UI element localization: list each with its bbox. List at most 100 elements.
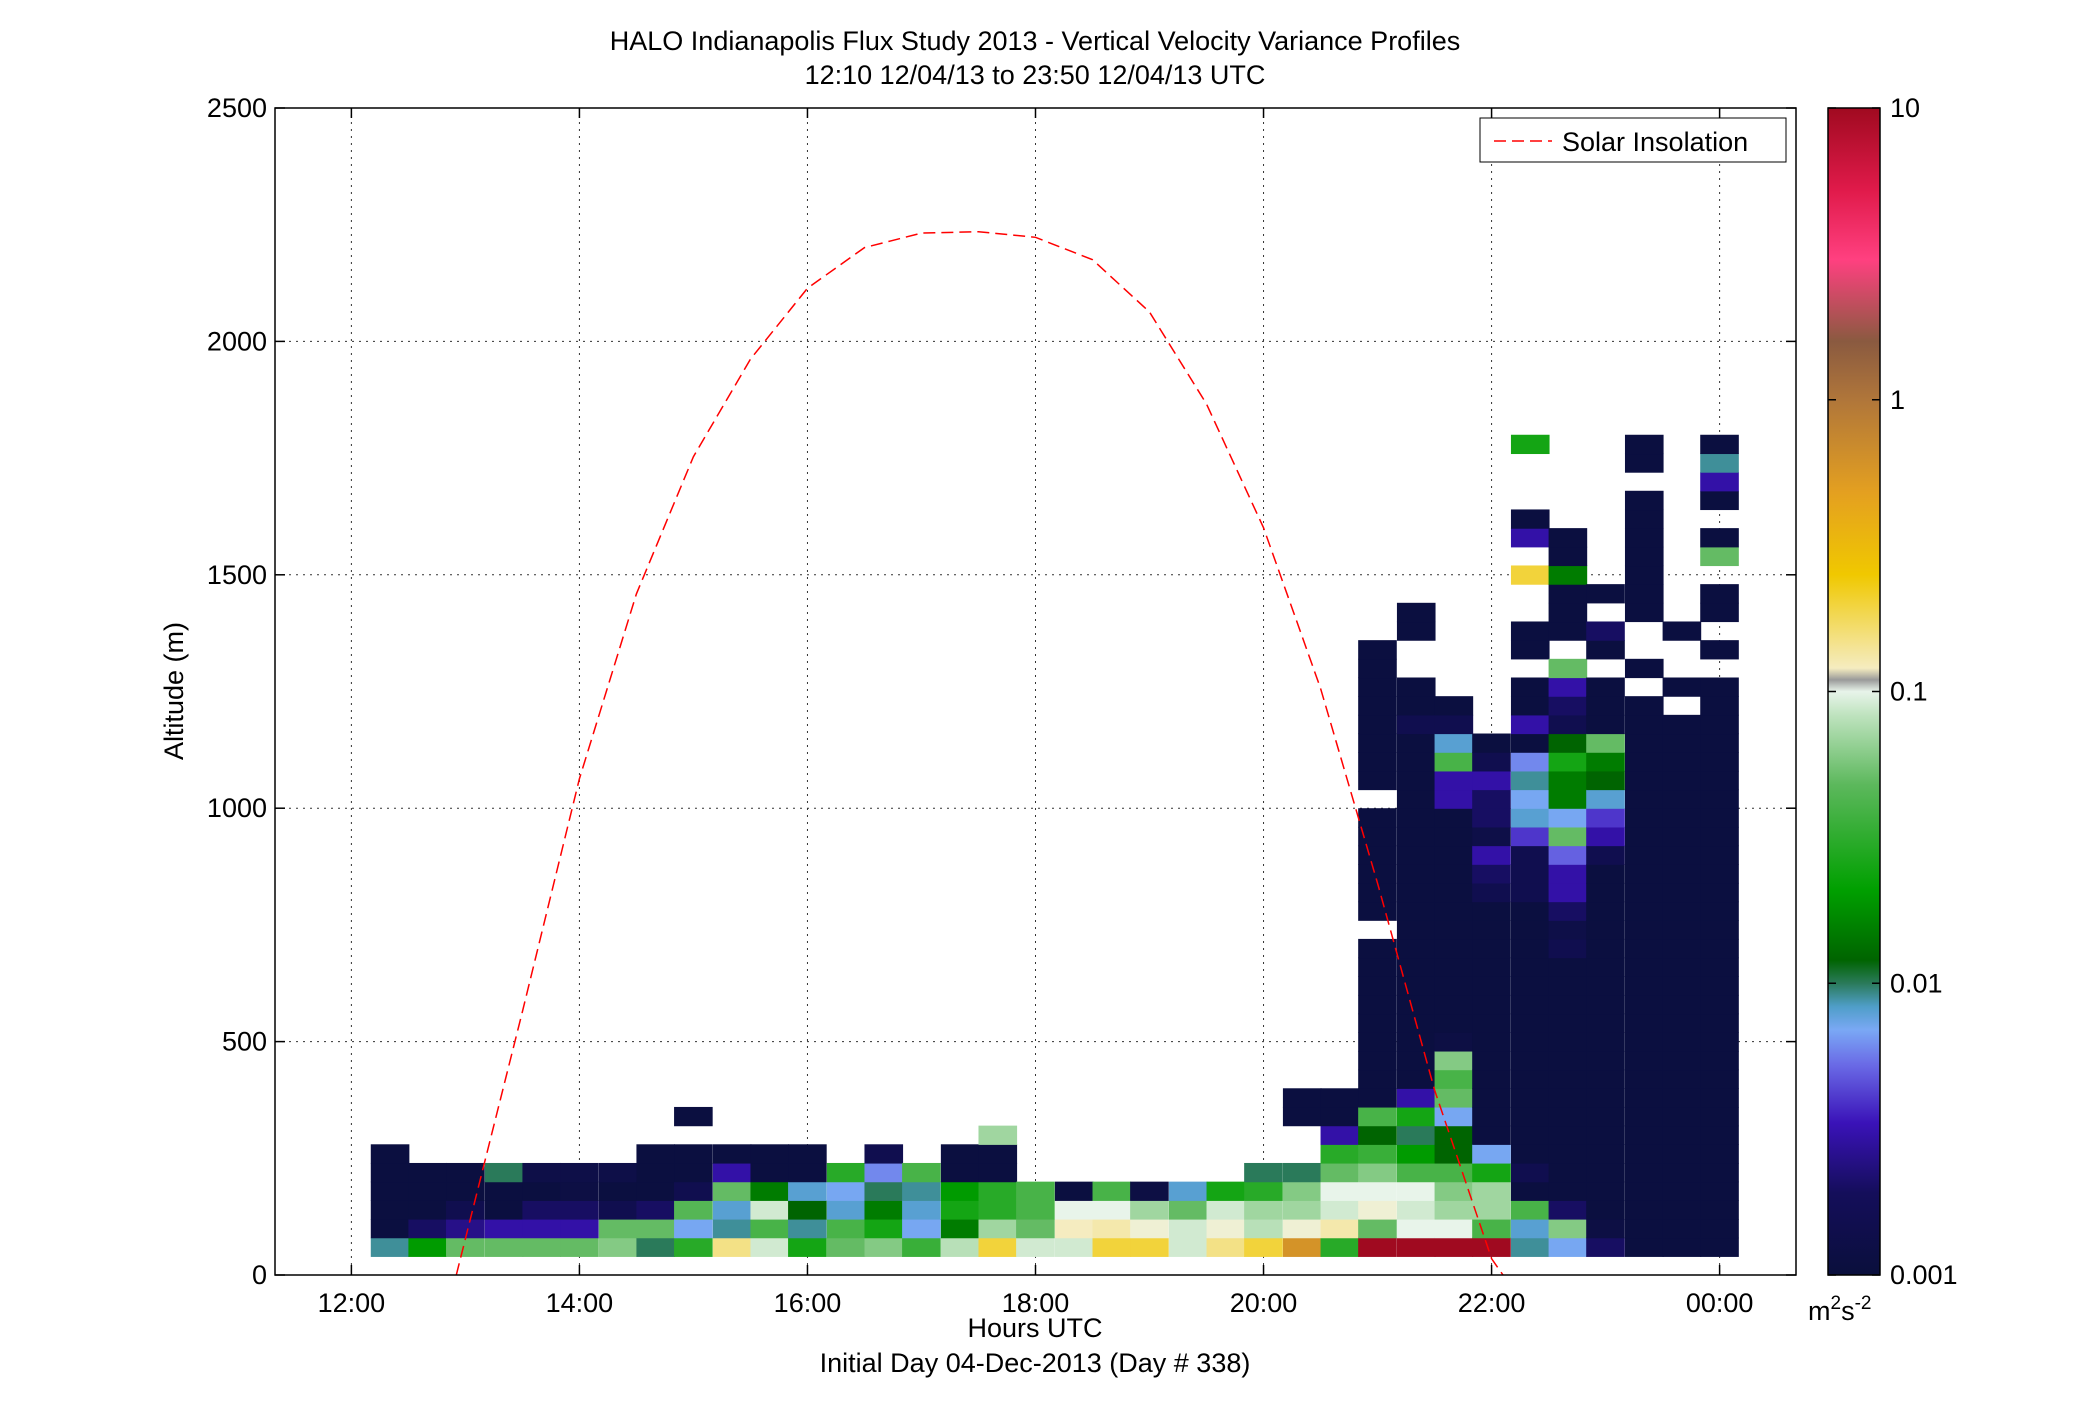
heatmap-cell [1662, 920, 1702, 940]
heatmap-cell [1624, 770, 1664, 791]
heatmap-cell [1624, 938, 1664, 959]
heatmap-cell [1548, 845, 1588, 865]
heatmap-cell [598, 1237, 638, 1257]
heatmap-cell [1168, 1237, 1208, 1257]
heatmap-cell [1662, 770, 1702, 791]
heatmap-cell [1472, 957, 1511, 977]
heatmap-cell [1396, 882, 1436, 903]
heatmap-cell [1092, 1181, 1132, 1201]
heatmap-cell [1472, 1013, 1511, 1033]
heatmap-cell [1586, 1162, 1625, 1183]
heatmap-cell [1624, 1162, 1664, 1183]
colorbar-unit: m2s-2 [1808, 1293, 1871, 1326]
heatmap-cell [1624, 434, 1664, 455]
heatmap-cell [1168, 1181, 1208, 1201]
heatmap-cell [1586, 938, 1625, 959]
heatmap-cell [1358, 658, 1397, 679]
heatmap-cell [1510, 1106, 1550, 1127]
heatmap-cell [1662, 1200, 1702, 1220]
heatmap-cell [1358, 640, 1397, 660]
heatmap-cell [1434, 1181, 1474, 1201]
heatmap-cell [484, 1181, 524, 1201]
heatmap-cell [1586, 1237, 1625, 1257]
heatmap-cell [1510, 864, 1550, 884]
heatmap-cell [1282, 1200, 1322, 1220]
heatmap-cell [1700, 602, 1739, 623]
heatmap-cell [1320, 1144, 1360, 1164]
heatmap-cell [940, 1144, 980, 1164]
heatmap-cell [598, 1162, 638, 1183]
heatmap-cell [1358, 1032, 1397, 1052]
heatmap-cell [750, 1162, 790, 1183]
heatmap-cell [1662, 901, 1702, 921]
colorbar-unit-exp2: -2 [1855, 1293, 1872, 1314]
heatmap-cell [1700, 808, 1739, 828]
heatmap-cell [1586, 920, 1625, 940]
heatmap-cell [1548, 920, 1588, 940]
heatmap-cell [1396, 1125, 1436, 1145]
heatmap-cell [1054, 1218, 1094, 1239]
heatmap-cell [1662, 1032, 1702, 1052]
heatmap-cell [1358, 733, 1397, 753]
heatmap-cell [522, 1218, 562, 1239]
heatmap-cell [1510, 565, 1550, 585]
heatmap-cell [674, 1218, 713, 1239]
heatmap-cell [940, 1181, 980, 1201]
heatmap-cell [1700, 1125, 1739, 1145]
heatmap-cell [1244, 1181, 1283, 1201]
heatmap-cell [1472, 1144, 1511, 1164]
heatmap-cell [1700, 1162, 1739, 1183]
heatmap-cell [1510, 770, 1550, 791]
chart-title: HALO Indianapolis Flux Study 2013 - Vert… [610, 26, 1460, 56]
heatmap-cell [1662, 808, 1702, 828]
heatmap-cell [560, 1218, 599, 1239]
heatmap-cell [1548, 1069, 1588, 1089]
heatmap-cell [1662, 752, 1702, 772]
heatmap-cell [1700, 752, 1739, 772]
heatmap-cell [1700, 714, 1739, 735]
heatmap-cell [1548, 677, 1588, 697]
heatmap-cell [1396, 864, 1436, 884]
heatmap-cell [1700, 733, 1739, 753]
heatmap-cell [1548, 584, 1588, 604]
heatmap-cell [1472, 789, 1511, 809]
heatmap-cell [1586, 1013, 1625, 1033]
heatmap-cell [1624, 920, 1664, 940]
colorbar-tick-label: 10 [1890, 93, 1920, 123]
heatmap-cell [1396, 826, 1436, 847]
heatmap-cell [1434, 1200, 1474, 1220]
legend-box [1479, 117, 1787, 163]
heatmap-cell [1130, 1237, 1169, 1257]
heatmap-cell [446, 1237, 485, 1257]
heatmap-cell [370, 1181, 410, 1201]
heatmap-cell [1662, 826, 1702, 847]
heatmap-cell [408, 1200, 448, 1220]
heatmap-cell [1586, 1181, 1625, 1201]
heatmap-cell [1548, 696, 1588, 716]
heatmap-cell [1624, 864, 1664, 884]
heatmap-cell [1700, 453, 1739, 473]
heatmap-cell [1624, 490, 1664, 511]
heatmap-cell [1624, 994, 1664, 1015]
heatmap-cell [1548, 789, 1588, 809]
heatmap-cell [1320, 1125, 1360, 1145]
heatmap-cell [1016, 1218, 1055, 1239]
heatmap-cell [1510, 938, 1550, 959]
heatmap-cell [408, 1162, 448, 1183]
heatmap-cell [1244, 1237, 1283, 1257]
heatmap-cell [1548, 714, 1588, 735]
colorbar-tick-label: 0.01 [1890, 968, 1943, 998]
heatmap-cell [1662, 994, 1702, 1015]
heatmap-cell [1700, 1144, 1739, 1164]
heatmap-cell [1396, 920, 1436, 940]
heatmap-cell [522, 1162, 562, 1183]
heatmap-cell [1206, 1181, 1246, 1201]
heatmap-cell [408, 1181, 448, 1201]
heatmap-cell [1700, 976, 1739, 996]
heatmap-cell [408, 1218, 448, 1239]
heatmap-cell [1700, 640, 1739, 660]
heatmap-cell [1130, 1200, 1169, 1220]
heatmap-cell [1358, 808, 1397, 828]
heatmap-cell [1548, 1125, 1588, 1145]
heatmap-cell [1396, 714, 1436, 735]
